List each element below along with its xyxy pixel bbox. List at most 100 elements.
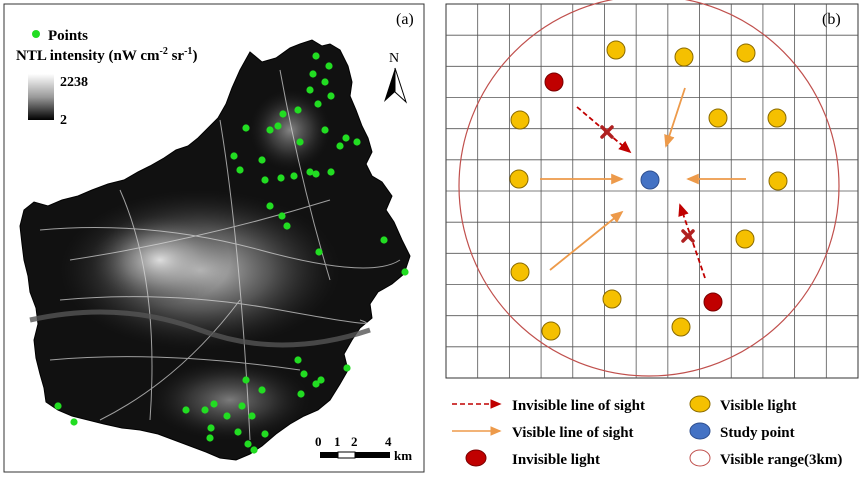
sample-point [201, 406, 209, 414]
visible-light [606, 40, 626, 60]
sample-point [207, 424, 215, 432]
points-legend-marker [32, 30, 40, 38]
legend-study-point-symbol [689, 422, 711, 440]
sample-point [230, 152, 238, 160]
visible-light [735, 229, 755, 249]
visible-light [602, 289, 622, 309]
sample-point [277, 174, 285, 182]
legend-invisible-light-symbol [465, 449, 487, 467]
visible-light [510, 262, 530, 282]
sample-point [70, 418, 78, 426]
svg-text:N: N [389, 51, 399, 66]
sample-point [401, 268, 409, 276]
lights [509, 40, 788, 341]
sample-point [258, 156, 266, 164]
invisible-light [544, 72, 564, 92]
sample-point [266, 202, 274, 210]
svg-text:km: km [394, 448, 412, 463]
ntl-max-label: 2238 [60, 75, 88, 90]
visible-sight-line [549, 210, 624, 271]
sample-point [242, 376, 250, 384]
invisible-sight-line [678, 203, 706, 279]
sample-point [290, 172, 298, 180]
sample-point [54, 402, 62, 410]
sample-point [274, 122, 282, 130]
legend-invisible-light-label: Invisible light [512, 452, 600, 468]
visible-light [768, 171, 788, 191]
sample-point [206, 434, 214, 442]
sample-point [294, 356, 302, 364]
sample-point [306, 86, 314, 94]
sample-point [238, 402, 246, 410]
sample-point [306, 168, 314, 176]
ntl-colorbar [28, 74, 54, 120]
visible-light [510, 110, 530, 130]
panel-b: (b) [445, 0, 859, 379]
visible-light [736, 43, 756, 63]
sample-point [297, 390, 305, 398]
ntl-legend-title: NTL intensity (nW cm-2 sr-1) [16, 46, 197, 64]
svg-text:2: 2 [351, 434, 358, 449]
blocked-cross-icon [600, 125, 695, 243]
sample-point [321, 126, 329, 134]
sample-point [261, 430, 269, 438]
ntl-map [19, 39, 411, 461]
visible-sight-line [664, 87, 686, 148]
grid [446, 4, 858, 378]
sample-point [312, 380, 320, 388]
sample-point [248, 412, 256, 420]
visible-light [509, 169, 529, 189]
sample-point [278, 212, 286, 220]
svg-text:4: 4 [385, 434, 392, 449]
sample-point [279, 110, 287, 118]
sample-point [296, 138, 304, 146]
legend-visible-line-label: Visible line of sight [512, 425, 634, 441]
sample-point [327, 168, 335, 176]
visible-range-circle [458, 0, 840, 377]
legend-range-label: Visible range(3km) [720, 452, 842, 468]
visible-light [708, 108, 728, 128]
sample-point [336, 142, 344, 150]
sample-point [327, 92, 335, 100]
svg-text:1: 1 [334, 434, 341, 449]
sample-point [314, 100, 322, 108]
sample-point [242, 124, 250, 132]
panel-a: Points NTL intensity (nW cm-2 sr-1) 2238… [3, 3, 425, 473]
points-legend-label: Points [48, 28, 88, 44]
sample-point [353, 138, 361, 146]
visible-sight-lines [540, 87, 746, 271]
sample-point [380, 236, 388, 244]
sample-point [182, 406, 190, 414]
figure-legend: Invisible line of sight Visible line of … [452, 395, 842, 468]
sample-point [210, 400, 218, 408]
visible-light [541, 321, 561, 341]
sample-point [342, 134, 350, 142]
sample-point [234, 428, 242, 436]
sample-point [300, 370, 308, 378]
sample-points [54, 52, 409, 454]
sample-point [250, 446, 258, 454]
sample-point [315, 248, 323, 256]
sample-point [312, 52, 320, 60]
study-point [640, 170, 660, 190]
legend-invisible-line-label: Invisible line of sight [512, 398, 645, 414]
visible-light [671, 317, 691, 337]
sample-point [266, 126, 274, 134]
panel-b-label: (b) [822, 11, 841, 28]
ntl-min-label: 2 [60, 113, 67, 128]
sample-point [294, 106, 302, 114]
legend-visible-light-symbol [689, 395, 711, 413]
sample-point [321, 78, 329, 86]
sample-point [244, 440, 252, 448]
svg-text:0: 0 [315, 434, 322, 449]
sample-point [261, 176, 269, 184]
legend-visible-light-label: Visible light [720, 398, 797, 414]
scale-bar: 0 1 2 4 km [315, 434, 412, 463]
sample-point [283, 222, 291, 230]
visible-light [674, 47, 694, 67]
invisible-light [703, 292, 723, 312]
legend-range-symbol [689, 449, 711, 467]
sample-point [309, 70, 317, 78]
north-arrow-icon: N [384, 51, 408, 104]
visible-light [767, 108, 787, 128]
